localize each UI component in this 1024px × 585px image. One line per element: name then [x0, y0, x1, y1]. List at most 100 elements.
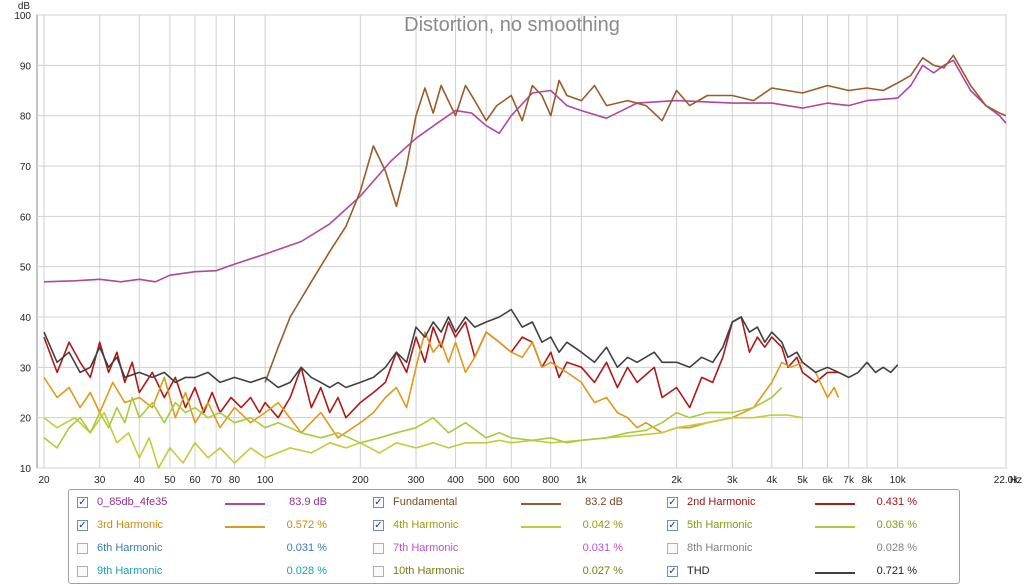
legend-swatch: [521, 526, 561, 528]
x-tick-label: 6k: [822, 475, 834, 486]
legend-swatch: [225, 526, 265, 528]
x-tick-label: 50: [164, 475, 176, 486]
x-tick-label: 7k: [843, 475, 855, 486]
y-tick-label: 40: [20, 313, 32, 324]
legend-checkbox-2nd-harmonic[interactable]: ✓: [667, 497, 678, 508]
legend-value: 83.9 dB: [289, 496, 327, 508]
x-tick-label: 4k: [767, 475, 779, 486]
legend-checkbox-6th-harmonic[interactable]: [77, 543, 88, 554]
legend-label: 10th Harmonic: [393, 565, 465, 577]
grid: [37, 14, 1007, 469]
legend-label: 3rd Harmonic: [97, 519, 164, 531]
x-tick-label: 20: [38, 475, 50, 486]
x-tick-label: 80: [229, 475, 241, 486]
y-tick-label: 70: [20, 162, 32, 173]
series-lines: [43, 54, 1007, 469]
legend-checkbox-thd[interactable]: ✓: [667, 566, 678, 577]
legend-item-4th-harmonic: ✓ 4th Harmonic 0.042 %: [373, 517, 653, 537]
legend-value: 0.027 %: [582, 565, 623, 577]
x-tick-label: 600: [503, 475, 520, 486]
x-tick-label: 60: [189, 475, 201, 486]
y-tick-label: 30: [20, 363, 32, 374]
legend-checkbox-10th-harmonic[interactable]: [373, 566, 384, 577]
y-tick-label: 60: [20, 212, 32, 223]
legend-label: THD: [687, 565, 710, 577]
legend-item-8th-harmonic: 8th Harmonic 0.028 %: [667, 540, 947, 560]
series-line-thd: [43, 308, 899, 389]
x-tick-label: 10k: [890, 475, 907, 486]
x-axis-unit: Hz: [1010, 475, 1022, 486]
legend-checkbox-fundamental[interactable]: ✓: [373, 497, 384, 508]
legend-item-6th-harmonic: 6th Harmonic 0.031 %: [77, 540, 357, 560]
legend-swatch: [815, 503, 855, 505]
x-tick-label: 1k: [576, 475, 588, 486]
x-tick-label: 5k: [797, 475, 809, 486]
y-tick-label: 90: [20, 61, 32, 72]
legend-value: 0.036 %: [876, 519, 917, 531]
legend-swatch: [521, 503, 561, 505]
chart-title: Distortion, no smoothing: [404, 14, 620, 36]
legend-label: 2nd Harmonic: [687, 496, 756, 508]
x-tick-label: 200: [352, 475, 369, 486]
legend-checkbox-7th-harmonic[interactable]: [373, 543, 384, 554]
legend-item-0-85db-4fe35: ✓ 0_85db_4fe35 83.9 dB: [77, 494, 357, 514]
x-tick-label: 3k: [727, 475, 739, 486]
x-tick-label: 300: [408, 475, 425, 486]
distortion-chart: 10 20 30 40 50 60 70 80 90 100 20 30 40 50 60 70 80 100 20…: [14, 1, 1022, 486]
legend-item-10th-harmonic: 10th Harmonic 0.027 %: [373, 563, 653, 583]
plot-area: [36, 14, 1007, 469]
legend-label: 9th Harmonic: [97, 565, 163, 577]
x-tick-label: 2k: [671, 475, 683, 486]
legend-item-2nd-harmonic: ✓ 2nd Harmonic 0.431 %: [667, 494, 947, 514]
legend-checkbox-4th-harmonic[interactable]: ✓: [373, 520, 384, 531]
legend-swatch: [225, 503, 265, 505]
legend-value: 0.028 %: [876, 542, 917, 554]
series-line-0-85db-4fe35: [43, 59, 1007, 283]
legend-value: 0.031 %: [582, 542, 623, 554]
series-line-5th-harmonic: [43, 386, 783, 449]
y-tick-label: 100: [14, 11, 31, 22]
y-tick-label: 20: [20, 414, 32, 425]
x-tick-label: 100: [257, 475, 274, 486]
x-tick-label: 30: [94, 475, 106, 486]
legend-checkbox-8th-harmonic[interactable]: [667, 543, 678, 554]
legend-label: 5th Harmonic: [687, 519, 753, 531]
x-tick-label: 8k: [862, 475, 874, 486]
legend-label: 7th Harmonic: [393, 542, 459, 554]
legend-swatch: [815, 526, 855, 528]
legend-label: 4th Harmonic: [393, 519, 459, 531]
legend-value: 0.431 %: [876, 496, 917, 508]
legend-value: 0.031 %: [286, 542, 327, 554]
legend-item-thd: ✓ THD 0.721 %: [667, 563, 947, 583]
legend-label: Fundamental: [393, 496, 458, 508]
legend-item-5th-harmonic: ✓ 5th Harmonic 0.036 %: [667, 517, 947, 537]
x-tick-label: 400: [447, 475, 464, 486]
y-tick-label: 80: [20, 112, 32, 123]
legend-label: 0_85db_4fe35: [97, 496, 168, 508]
legend-checkbox-9th-harmonic[interactable]: [77, 566, 88, 577]
legend-label: 6th Harmonic: [97, 542, 163, 554]
legend-item-3rd-harmonic: ✓ 3rd Harmonic 0.572 %: [77, 517, 357, 537]
y-tick-label: 50: [20, 263, 32, 274]
x-tick-label: 500: [478, 475, 495, 486]
legend-checkbox-3rd-harmonic[interactable]: ✓: [77, 520, 88, 531]
y-axis-unit: dB: [18, 1, 31, 12]
legend-value: 0.572 %: [286, 519, 327, 531]
series-line-3rd-harmonic: [43, 331, 840, 439]
x-tick-label: 40: [134, 475, 146, 486]
series-line-fundamental: [264, 54, 1007, 383]
legend-item-fundamental: ✓ Fundamental 83.2 dB: [373, 494, 653, 514]
legend-swatch: [815, 572, 855, 574]
legend-value: 0.042 %: [582, 519, 623, 531]
legend-item-7th-harmonic: 7th Harmonic 0.031 %: [373, 540, 653, 560]
x-tick-label: 22.0k: [994, 475, 1019, 486]
x-tick-label: 70: [211, 475, 223, 486]
legend-value: 0.028 %: [286, 565, 327, 577]
x-tick-label: 800: [542, 475, 559, 486]
legend-checkbox-0-85db-4fe35[interactable]: ✓: [77, 497, 88, 508]
axis-labels: 10 20 30 40 50 60 70 80 90 100 20 30 40 50 60 70 80 100 20…: [14, 11, 1019, 486]
legend-item-9th-harmonic: 9th Harmonic 0.028 %: [77, 563, 357, 583]
legend-checkbox-5th-harmonic[interactable]: ✓: [667, 520, 678, 531]
legend-value: 0.721 %: [876, 565, 917, 577]
y-tick-label: 10: [20, 464, 32, 475]
